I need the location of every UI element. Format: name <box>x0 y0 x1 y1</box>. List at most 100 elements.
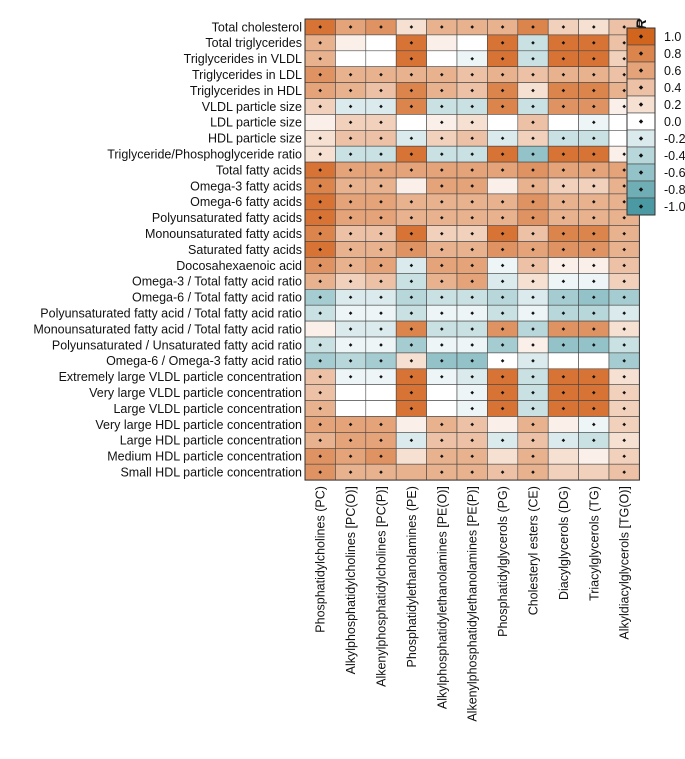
significance-marker <box>592 168 596 172</box>
significance-marker <box>622 247 626 252</box>
significance-marker <box>470 470 474 474</box>
heatmap-cell <box>487 114 519 131</box>
legend-marker <box>638 85 644 90</box>
significance-marker <box>592 184 596 188</box>
significance-marker <box>592 406 596 411</box>
significance-marker <box>592 295 596 300</box>
row-label: HDL particle size <box>208 132 302 146</box>
legend-tick-label: -0.8 <box>664 183 685 197</box>
significance-marker <box>409 25 414 29</box>
significance-marker <box>470 374 474 379</box>
row-label: Total fatty acids <box>216 163 302 177</box>
significance-marker <box>500 247 505 252</box>
legend-marker <box>638 119 644 124</box>
column-label: Alkylphosphatidylethanolamines [PE(O)] <box>435 486 449 709</box>
significance-marker <box>318 72 322 77</box>
significance-marker <box>470 311 474 315</box>
significance-marker <box>348 200 353 204</box>
significance-marker <box>561 279 566 284</box>
significance-marker <box>561 152 566 156</box>
legend-marker <box>638 136 644 141</box>
significance-marker <box>379 88 383 93</box>
row-label: Saturated fatty acids <box>188 243 302 257</box>
significance-marker <box>318 41 322 45</box>
significance-marker <box>470 72 474 77</box>
significance-marker <box>531 247 535 252</box>
heatmap-cell <box>335 34 367 52</box>
significance-marker <box>531 263 535 268</box>
row-label: Monounsaturated fatty acid / Total fatty… <box>33 322 302 336</box>
heatmap-cell <box>335 400 367 417</box>
significance-marker <box>379 359 383 363</box>
significance-marker <box>348 279 353 284</box>
row-label: Very large VLDL particle concentration <box>89 386 302 400</box>
significance-marker <box>500 295 505 300</box>
significance-marker <box>531 422 535 427</box>
significance-marker <box>379 200 383 204</box>
significance-marker <box>318 438 322 443</box>
significance-marker <box>440 88 444 93</box>
significance-marker <box>318 152 322 156</box>
significance-marker <box>561 136 566 141</box>
significance-marker <box>440 72 444 77</box>
significance-marker <box>409 247 414 252</box>
significance-marker <box>622 231 626 236</box>
significance-marker <box>409 279 414 284</box>
significance-marker <box>348 327 353 331</box>
significance-marker <box>500 136 505 141</box>
row-label: Triglycerides in HDL <box>190 84 302 98</box>
row-label: Omega-6 / Total fatty acid ratio <box>132 291 302 305</box>
significance-marker <box>318 359 322 363</box>
significance-marker <box>318 295 322 300</box>
row-label: Polyunsaturated fatty acid / Total fatty… <box>40 306 302 320</box>
significance-marker <box>500 200 505 204</box>
significance-marker <box>622 295 626 300</box>
significance-marker <box>379 295 383 300</box>
significance-marker <box>409 215 414 220</box>
row-labels: Total cholesterol Total triglycerides Trig… <box>33 20 302 479</box>
significance-marker <box>348 343 353 347</box>
significance-marker <box>470 247 474 252</box>
heatmap-cell <box>456 34 488 52</box>
row-label: Medium HDL particle concentration <box>107 450 302 464</box>
column-label: Alkylphosphatidylcholines [PC(O)] <box>344 486 358 674</box>
significance-marker <box>500 438 505 443</box>
significance-marker <box>470 359 474 363</box>
heatmap-cell <box>304 114 336 131</box>
significance-marker <box>318 104 322 109</box>
heatmap-cell <box>426 400 458 417</box>
row-label: Omega-3 fatty acids <box>190 179 302 193</box>
significance-marker <box>622 470 626 474</box>
heatmap-cell <box>547 463 579 481</box>
significance-marker <box>500 215 505 220</box>
significance-marker <box>622 104 626 109</box>
significance-marker <box>348 88 353 93</box>
significance-marker <box>561 247 566 252</box>
significance-marker <box>561 88 566 93</box>
significance-marker <box>379 438 383 443</box>
heatmap-cell <box>395 447 427 465</box>
heatmap-cell <box>335 384 367 401</box>
significance-marker <box>531 215 535 220</box>
significance-marker <box>531 390 535 395</box>
heatmap-cell <box>547 114 579 131</box>
significance-marker <box>409 390 414 395</box>
significance-marker <box>500 390 505 395</box>
heatmap-cell <box>426 50 458 67</box>
significance-marker <box>470 168 474 172</box>
significance-marker <box>500 88 505 93</box>
significance-marker <box>592 104 596 109</box>
significance-marker <box>440 104 444 109</box>
significance-marker <box>561 311 566 315</box>
heatmap-cells <box>304 18 640 481</box>
significance-marker <box>531 231 535 236</box>
significance-marker <box>440 422 444 427</box>
significance-marker <box>531 327 535 331</box>
legend-tick-label: 0.4 <box>664 81 681 95</box>
significance-marker <box>470 231 474 236</box>
significance-marker <box>379 168 383 172</box>
significance-marker <box>379 25 383 29</box>
significance-marker <box>622 374 626 379</box>
significance-marker <box>318 88 322 93</box>
